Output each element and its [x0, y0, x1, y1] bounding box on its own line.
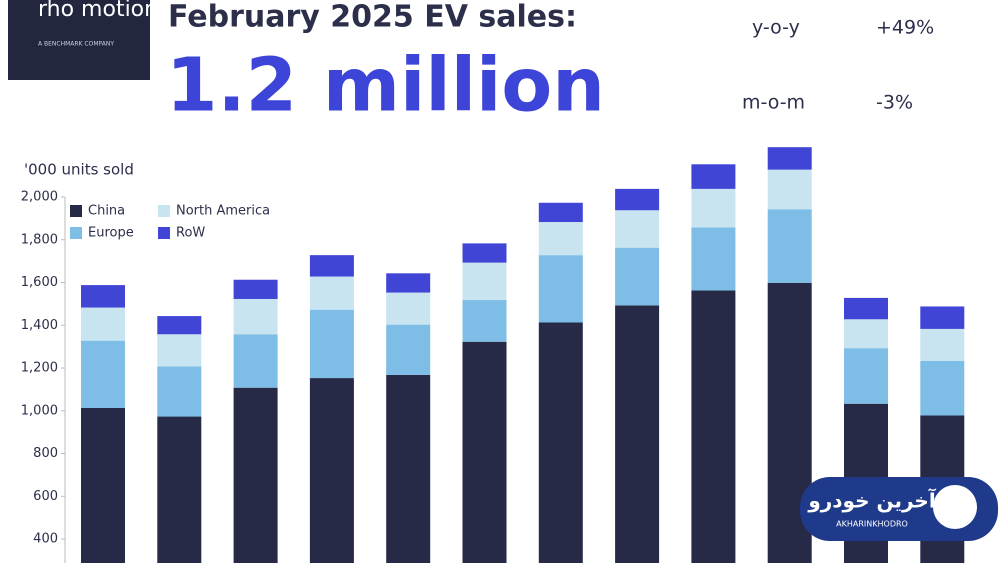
bar-segment	[386, 292, 431, 325]
y-tick-label: 600	[33, 489, 58, 504]
bar-segment	[81, 340, 125, 409]
legend-label: North America	[176, 204, 270, 219]
brand-tagline: A BENCHMARK COMPANY	[38, 41, 114, 48]
bar-segment	[462, 243, 507, 263]
y-axis-label: '000 units sold	[24, 161, 134, 179]
stat-label: m-o-m	[742, 92, 805, 114]
bar-segment	[157, 334, 202, 367]
y-tick-label: 2,000	[21, 190, 58, 205]
y-tick-label: 1,200	[21, 361, 58, 376]
bar-segment	[538, 222, 583, 256]
bar-segment	[157, 416, 202, 563]
brand-box	[8, 0, 150, 80]
brand-name: rho motion	[38, 0, 158, 22]
bar-segment	[233, 334, 278, 388]
bar-segment	[538, 202, 583, 223]
bar-segment	[767, 169, 812, 210]
watermark-latin: AKHARINKHODRO	[836, 520, 908, 529]
bar-segment	[767, 147, 812, 170]
bar-segment	[81, 408, 125, 563]
bar-segment	[844, 319, 888, 349]
headline-title: February 2025 EV sales:	[168, 0, 577, 35]
bar-segment	[309, 309, 354, 379]
bar-segment	[920, 328, 965, 361]
legend-swatch	[70, 205, 82, 217]
y-tick-label: 800	[33, 446, 58, 461]
bar-segment	[462, 262, 507, 301]
legend-label: China	[88, 204, 125, 219]
y-tick-label: 1,600	[21, 275, 58, 290]
bar-segment	[462, 300, 507, 342]
bar-segment	[691, 290, 736, 563]
legend-swatch	[158, 205, 170, 217]
bar-segment	[920, 306, 965, 329]
bar-segment	[767, 209, 812, 283]
bar-segment	[233, 387, 278, 563]
bar-segment	[538, 255, 583, 323]
bar-segment	[691, 227, 736, 291]
bar-segment	[615, 247, 660, 306]
bar-segment	[386, 374, 431, 563]
bar-segment	[233, 279, 278, 299]
bar-segment	[920, 360, 965, 416]
bar-segment	[691, 164, 736, 189]
bar-segment	[309, 255, 354, 277]
bar-segment	[386, 273, 431, 293]
bar-segment	[844, 348, 888, 404]
bar-segment	[81, 285, 125, 308]
watermark-name: آخرین خودرو	[807, 488, 936, 513]
bar-segment	[309, 276, 354, 310]
bar-segment	[615, 305, 660, 563]
legend-swatch	[158, 227, 170, 239]
bar-segment	[157, 366, 202, 417]
bar-segment	[844, 297, 888, 320]
bar-segment	[462, 341, 507, 563]
legend-swatch	[70, 227, 82, 239]
headline-total: 1.2 million	[166, 43, 605, 129]
y-tick-label: 400	[33, 532, 58, 547]
bar-segment	[538, 322, 583, 563]
y-tick-label: 1,800	[21, 232, 58, 247]
bar-segment	[386, 324, 431, 375]
bar-segment	[81, 307, 125, 341]
bar-segment	[233, 298, 278, 335]
bar-segment	[615, 188, 660, 211]
y-tick-label: 1,000	[21, 403, 58, 418]
stat-value: +49%	[876, 17, 934, 39]
stat-value: -3%	[876, 92, 913, 114]
legend-label: Europe	[88, 226, 134, 241]
y-tick-label: 1,400	[21, 318, 58, 333]
bar-segment	[691, 188, 736, 228]
bar-segment	[615, 210, 660, 248]
bar-segment	[157, 316, 202, 335]
watermark-icon	[933, 485, 977, 529]
stat-label: y-o-y	[752, 17, 800, 39]
legend-label: RoW	[176, 226, 205, 241]
bar-segment	[309, 378, 354, 563]
